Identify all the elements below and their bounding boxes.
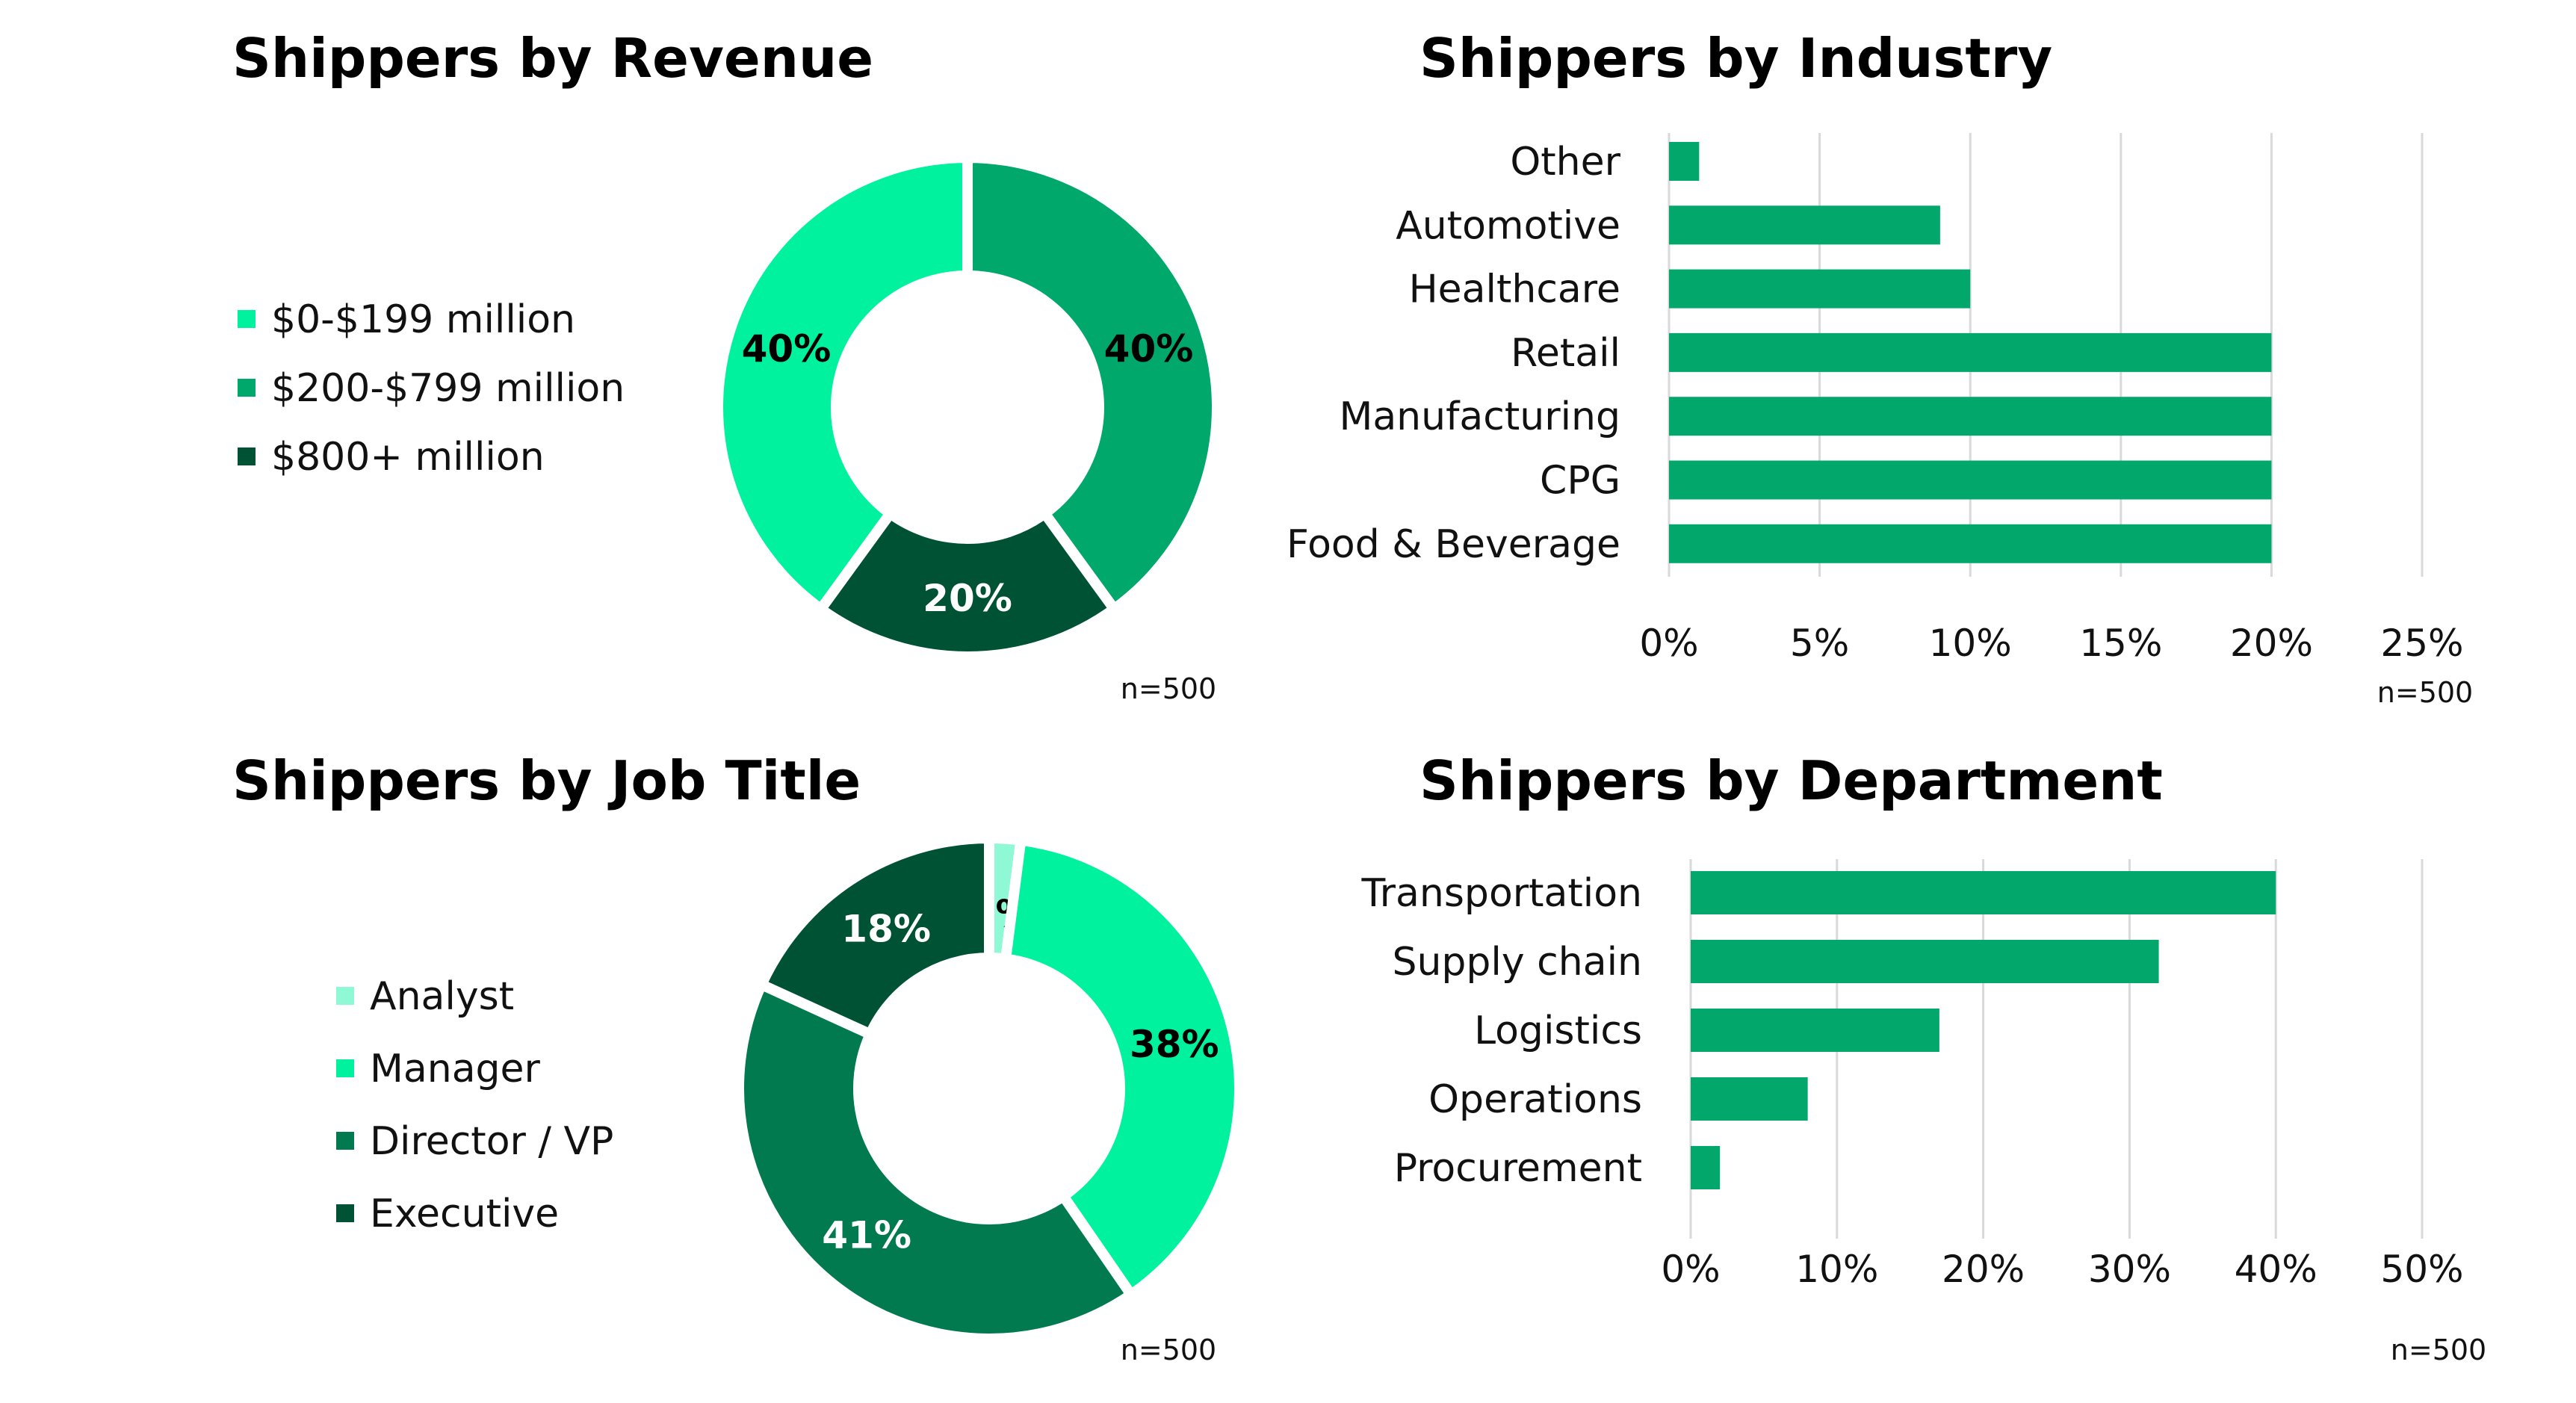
- bar: [1691, 1146, 1721, 1189]
- bar: [1691, 940, 2159, 983]
- bar: [1669, 332, 2272, 372]
- sample-size-note: n=500: [1121, 1334, 1216, 1366]
- x-tick-label: 10%: [1929, 622, 2012, 665]
- legend-swatch: [336, 1059, 354, 1077]
- bar: [1669, 397, 2272, 436]
- category-label: Logistics: [1474, 1009, 1642, 1053]
- category-label: Retail: [1511, 331, 1620, 376]
- x-tick-label: 40%: [2235, 1248, 2318, 1291]
- x-tick-label: 30%: [2088, 1248, 2171, 1291]
- legend-label: Director / VP: [370, 1119, 613, 1164]
- category-label: Other: [1510, 140, 1620, 185]
- donut-slice: [754, 832, 994, 1041]
- legend-label: $0-$199 million: [271, 297, 575, 342]
- donut-slice: [1000, 834, 1245, 1302]
- bar: [1669, 269, 1971, 309]
- x-tick-label: 20%: [2230, 622, 2313, 665]
- legend-label: $200-$799 million: [271, 366, 625, 411]
- bar: [1669, 142, 1700, 181]
- department-bar-chart: 0% 10% 20% 30% 40% 50% Transportation Supply ch…: [1361, 859, 2486, 1366]
- industry-bar-chart: 0% 5% 10% 15% 20% 25% Other Automotive Healthcar…: [1287, 133, 2473, 709]
- sample-size-note: n=500: [2391, 1334, 2486, 1366]
- x-tick-label: 10%: [1795, 1248, 1878, 1291]
- revenue-donut-chart: 40% 20% 40% $0-$199 million $200-$799 millio…: [238, 152, 1222, 705]
- category-label: Food & Beverage: [1287, 522, 1620, 567]
- category-label: Supply chain: [1392, 940, 1642, 985]
- bar: [1691, 1077, 1808, 1121]
- donut-slice: [734, 977, 1139, 1344]
- category-label: Transportation: [1361, 871, 1642, 916]
- category-label: Manufacturing: [1339, 394, 1620, 439]
- slice-label: 38%: [1130, 1023, 1219, 1066]
- legend-label: Analyst: [370, 974, 514, 1019]
- category-label: Operations: [1428, 1077, 1642, 1122]
- category-label: Procurement: [1394, 1146, 1642, 1191]
- legend-swatch: [336, 1132, 354, 1150]
- category-label: Automotive: [1396, 203, 1620, 248]
- legend-swatch: [238, 379, 256, 397]
- x-tick-label: 5%: [1790, 622, 1849, 665]
- x-tick-label: 50%: [2380, 1248, 2463, 1291]
- slice-label: 20%: [923, 577, 1012, 620]
- bar: [1669, 524, 2272, 563]
- bar: [1669, 205, 1940, 245]
- legend-swatch: [336, 987, 354, 1005]
- x-tick-label: 15%: [2079, 622, 2162, 665]
- x-tick-label: 25%: [2380, 622, 2463, 665]
- slice-label: 41%: [822, 1213, 911, 1257]
- legend-label: $800+ million: [271, 435, 545, 480]
- donut-slice: [962, 152, 1222, 616]
- bar: [1669, 460, 2272, 500]
- bar: [1691, 871, 2276, 914]
- legend-label: Manager: [370, 1047, 541, 1091]
- slice-label: 18%: [841, 907, 931, 950]
- sample-size-note: n=500: [2377, 676, 2473, 709]
- x-tick-label: 20%: [1942, 1248, 2025, 1291]
- donut-slice: [713, 152, 973, 616]
- slice-label: 40%: [1104, 327, 1194, 371]
- bar: [1691, 1009, 1939, 1052]
- legend-swatch: [238, 310, 256, 328]
- legend-swatch: [336, 1204, 354, 1222]
- legend-swatch: [238, 447, 256, 465]
- x-tick-label: 0%: [1661, 1248, 1720, 1291]
- x-tick-label: 0%: [1639, 622, 1698, 665]
- department-chart-title: Shippers by Department: [1419, 749, 2163, 812]
- job-title-chart-title: Shippers by Job Title: [232, 749, 861, 812]
- donut-slice: [813, 506, 1122, 662]
- category-label: CPG: [1540, 459, 1620, 504]
- industry-chart-title: Shippers by Industry: [1419, 27, 2052, 90]
- slice-label: 40%: [742, 327, 832, 371]
- revenue-chart-title: Shippers by Revenue: [232, 27, 873, 90]
- legend-label: Executive: [370, 1192, 559, 1236]
- category-label: Healthcare: [1409, 267, 1620, 312]
- sample-size-note: n=500: [1121, 672, 1216, 705]
